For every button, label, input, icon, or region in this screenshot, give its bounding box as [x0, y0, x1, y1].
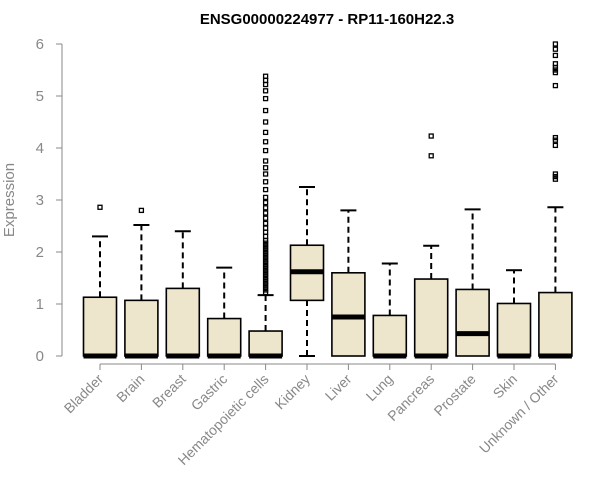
- box-rect: [455, 288, 490, 357]
- y-tick-label: 0: [36, 348, 44, 365]
- y-tick-label: 4: [36, 140, 44, 157]
- x-tick-label: Kidney: [272, 371, 314, 413]
- outlier-point: [552, 171, 559, 177]
- x-tick-label: Unknown / Other: [476, 371, 562, 457]
- x-tick-label: Skin: [490, 371, 521, 402]
- box-10: [496, 269, 532, 359]
- box-5: [289, 186, 325, 357]
- x-tick-label: Lung: [363, 371, 396, 404]
- outlier-point: [262, 210, 269, 216]
- y-axis-label: Expression: [1, 163, 18, 237]
- box-9: [455, 208, 490, 357]
- box-rect: [372, 314, 408, 357]
- outlier-point: [262, 233, 269, 240]
- outlier-point: [262, 73, 269, 79]
- chart-title: ENSG00000224977 - RP11-160H22.3: [200, 11, 454, 28]
- x-tick-label: Brain: [113, 371, 147, 405]
- box-rect: [124, 299, 159, 357]
- outlier-point: [262, 194, 269, 201]
- box-7: [372, 262, 408, 359]
- box-11: [538, 41, 573, 359]
- outlier-point: [262, 107, 269, 114]
- outlier-point: [262, 119, 269, 125]
- outlier-point: [262, 171, 269, 177]
- box-rect: [82, 296, 118, 357]
- outlier-point: [262, 215, 269, 221]
- box-rect: [206, 317, 242, 357]
- outlier-point: [262, 165, 269, 171]
- y-tick-label: 3: [36, 192, 44, 209]
- outlier-point: [262, 229, 269, 235]
- box-rect: [496, 302, 532, 357]
- outlier-point: [262, 220, 269, 227]
- y-tick-label: 6: [36, 36, 44, 53]
- outlier-point: [262, 77, 269, 84]
- outlier-point: [552, 52, 559, 59]
- outlier-point: [262, 225, 269, 231]
- box-2: [165, 230, 201, 359]
- outlier-point: [262, 147, 269, 154]
- y-tick-label: 5: [36, 88, 44, 105]
- box-rect: [538, 291, 573, 357]
- box-3: [206, 266, 242, 359]
- box-series: [82, 41, 573, 359]
- outlier-point: [262, 186, 269, 193]
- outlier-point: [262, 88, 269, 94]
- outlier-point: [552, 46, 559, 52]
- outlier-point: [262, 205, 269, 211]
- outlier-point: [552, 142, 559, 149]
- box-4: [248, 73, 283, 359]
- x-tick-label: Breast: [149, 371, 189, 411]
- box-rect: [331, 271, 366, 357]
- outlier-point: [97, 204, 103, 210]
- x-tick-label: Prostate: [431, 371, 479, 419]
- y-axis: 0 1 2 3 4 5 6: [36, 36, 63, 365]
- x-tick-label: Liver: [322, 371, 355, 404]
- outlier-point: [262, 81, 269, 88]
- outlier-point: [262, 139, 269, 145]
- box-0: [82, 204, 118, 359]
- x-tick-label: Bladder: [61, 371, 107, 417]
- outlier-point: [262, 158, 269, 164]
- box-rect: [248, 330, 283, 357]
- outlier-point: [552, 82, 559, 89]
- outlier-point: [552, 41, 559, 47]
- box-6: [331, 209, 366, 357]
- y-tick-label: 1: [36, 296, 44, 313]
- y-tick-label: 2: [36, 244, 44, 261]
- box-rect: [413, 278, 449, 357]
- box-1: [124, 207, 159, 359]
- outlier-point: [262, 95, 269, 102]
- outlier-point: [428, 153, 434, 159]
- outlier-point: [428, 133, 434, 139]
- box-rect: [165, 287, 201, 357]
- outlier-point: [262, 179, 269, 185]
- outlier-point: [262, 129, 269, 136]
- outlier-point: [262, 199, 269, 206]
- box-8: [413, 133, 449, 359]
- outlier-point: [552, 134, 559, 141]
- outlier-point: [552, 61, 559, 67]
- outlier-point: [138, 207, 145, 214]
